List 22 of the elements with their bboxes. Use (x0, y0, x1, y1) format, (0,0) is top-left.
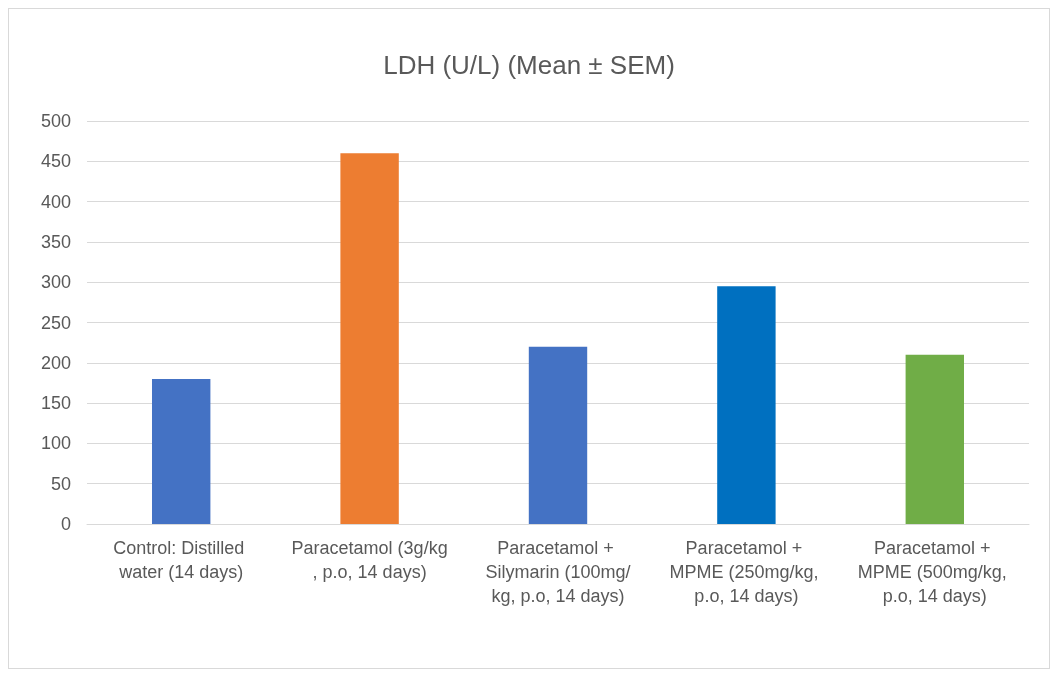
y-tick-label: 150 (40, 393, 71, 414)
y-tick-label: 0 (60, 514, 71, 534)
chart-title: LDH (U/L) (Mean ± SEM) (383, 50, 675, 80)
x-tick-label: Paracetamol + Silymarin (100mg/kg, p.o, 14 days) (485, 538, 631, 606)
y-tick-label: 250 (40, 312, 71, 333)
bar (340, 153, 399, 524)
y-tick-label: 500 (40, 111, 71, 131)
y-tick-label: 50 (50, 473, 71, 494)
y-tick-label: 300 (40, 272, 71, 293)
x-tick-label: Paracetamol + MPME (500mg/kg, p.o, 14 days) (857, 538, 1012, 606)
y-tick-label: 200 (40, 352, 71, 373)
bar (152, 378, 211, 524)
y-tick-label: 450 (40, 151, 71, 172)
x-tick-label: Paracetamol (3g/kg, p.o, 14 days) (291, 538, 448, 582)
y-tick-label: 400 (40, 191, 71, 212)
x-tick-label: Control: Distilled water (14 days) (113, 538, 250, 582)
bar (905, 354, 964, 524)
bar (528, 346, 588, 524)
y-tick-label: 100 (40, 433, 71, 454)
bar (717, 286, 776, 524)
x-tick-label: Paracetamol + MPME (250mg/kg, p.o, 14 days) (669, 538, 824, 606)
y-tick-label: 350 (40, 231, 71, 252)
